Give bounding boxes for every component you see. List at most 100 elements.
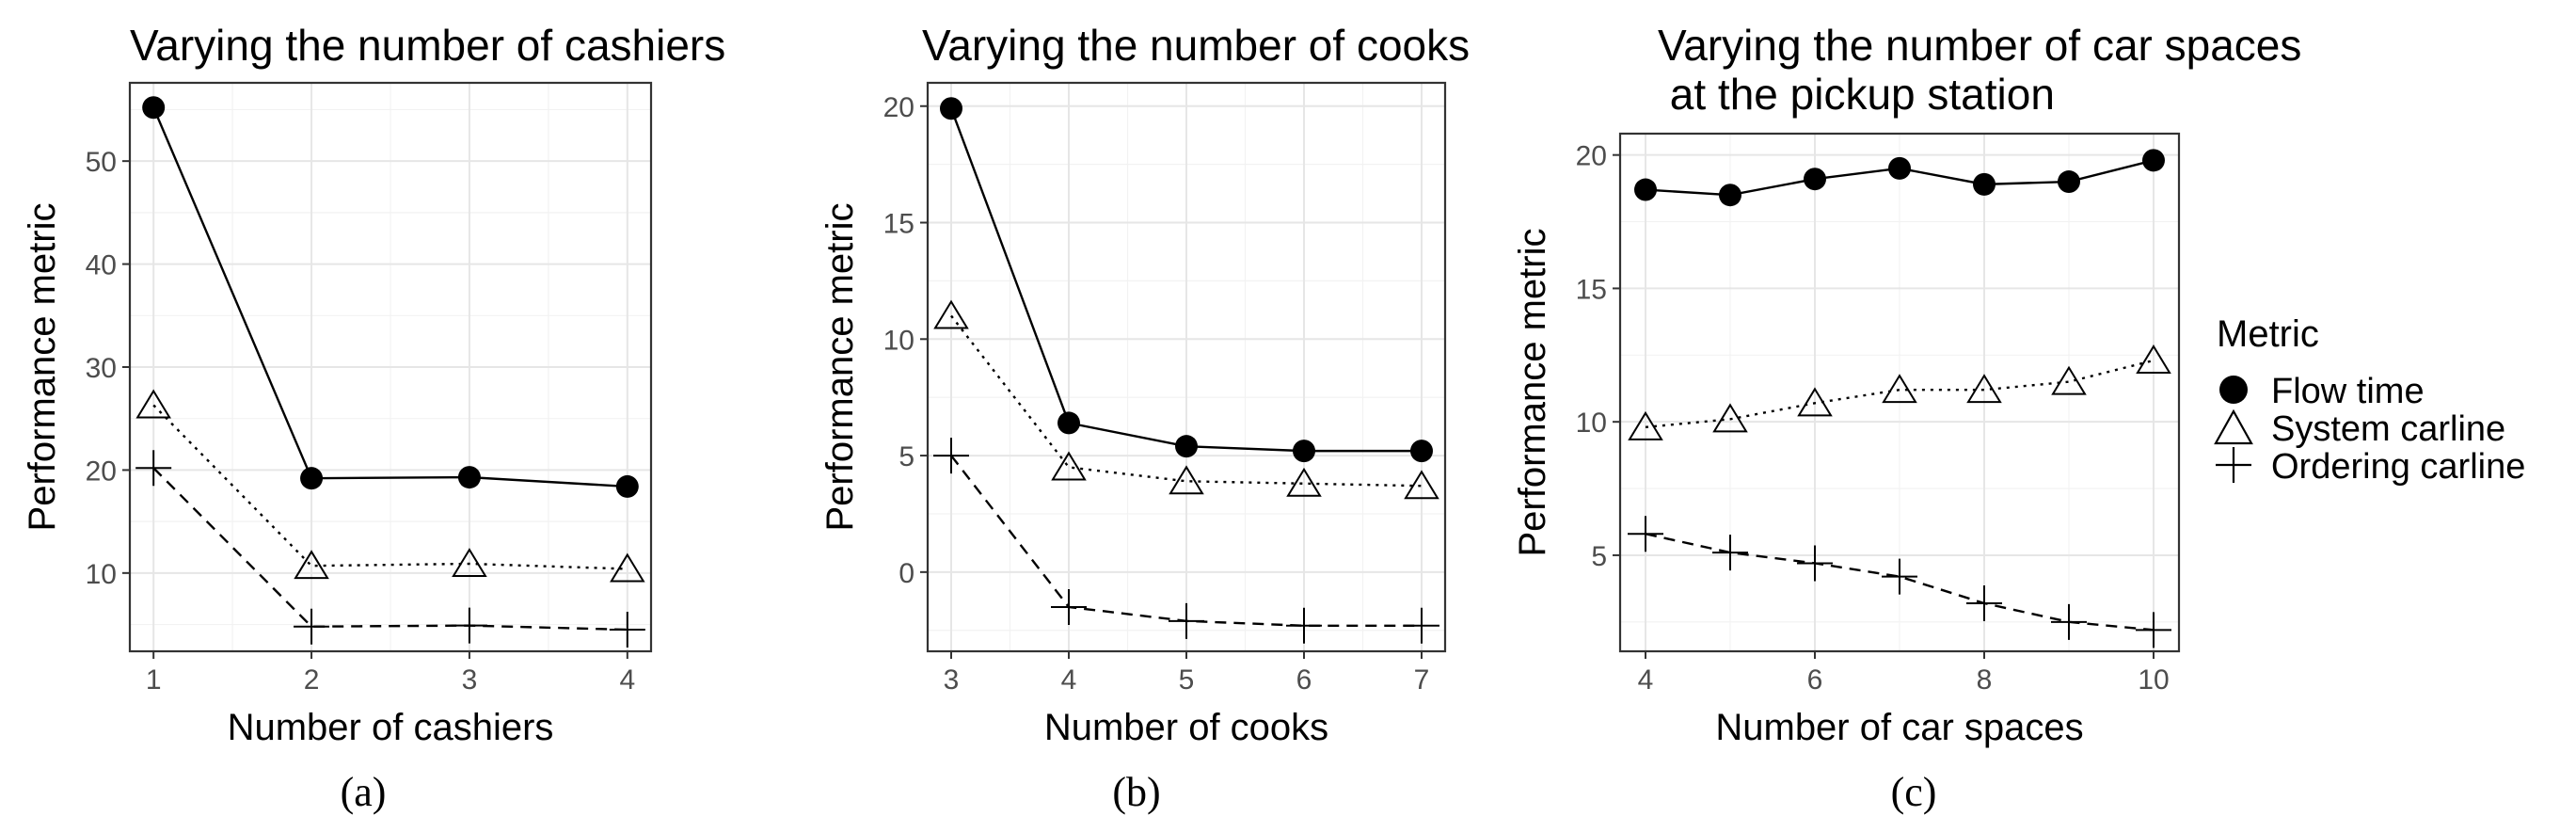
data-point — [1882, 374, 1917, 404]
y-tick-label: 5 — [1591, 541, 1607, 572]
panel-caption: (b) — [1112, 769, 1160, 815]
data-point — [1797, 545, 1833, 582]
y-axis-label: Performance metric — [22, 203, 63, 532]
data-point — [2136, 612, 2171, 648]
legend: Metric Flow time System carline Ordering… — [2214, 313, 2525, 487]
open-triangle-icon — [2214, 408, 2253, 445]
data-point — [294, 550, 329, 580]
x-tick-label: 4 — [619, 664, 635, 696]
legend-title: Metric — [2217, 313, 2319, 355]
data-point — [135, 450, 172, 487]
data-point — [609, 612, 645, 648]
data-point — [451, 607, 487, 644]
y-tick-label: 15 — [883, 209, 914, 240]
y-tick-label: 10 — [86, 559, 117, 590]
x-tick-label: 2 — [304, 664, 320, 696]
data-point — [1293, 440, 1315, 463]
chart-title: Varying the number of car spaces — [1658, 21, 2301, 70]
x-tick-label: 3 — [462, 664, 478, 696]
data-point — [1628, 516, 1663, 552]
series-line — [152, 404, 628, 570]
data-point — [2142, 149, 2165, 172]
y-axis-label: Performance metric — [1512, 229, 1553, 557]
series-line — [1645, 359, 2155, 429]
legend-label: Flow time — [2271, 372, 2425, 411]
chart-title: Varying the number of cooks — [922, 21, 1470, 70]
chart-title: at the pickup station — [1658, 70, 2055, 119]
data-point — [1719, 184, 1741, 207]
data-point — [1888, 156, 1911, 180]
x-tick-label: 6 — [1807, 664, 1823, 696]
y-tick-label: 15 — [1576, 274, 1607, 305]
y-tick-label: 50 — [86, 147, 117, 178]
data-point — [615, 474, 639, 498]
data-point — [1286, 467, 1322, 497]
data-point — [2058, 170, 2080, 194]
plus-icon — [2216, 447, 2251, 483]
data-point — [1973, 172, 1996, 196]
data-point — [1404, 470, 1439, 500]
series-line — [152, 106, 628, 488]
data-point — [1410, 440, 1433, 463]
data-point — [457, 466, 481, 489]
data-point — [1966, 374, 2002, 404]
x-tick-label: 4 — [1638, 664, 1654, 696]
data-point — [1712, 403, 1748, 433]
data-point — [940, 97, 962, 120]
data-point — [300, 467, 324, 490]
series-line — [950, 314, 1423, 488]
data-point — [1712, 535, 1748, 571]
data-point — [1882, 558, 1917, 595]
legend-item-flow-time: Flow time — [2219, 372, 2425, 411]
data-point — [2051, 365, 2087, 395]
y-tick-label: 10 — [1576, 408, 1607, 439]
chart-panel-c: 5 10 15 20 4 6 8 10 Number of car spaces Performa… — [1512, 21, 2301, 815]
data-point — [610, 552, 645, 583]
chart-panel-a: 10 20 30 40 50 1 2 3 4 Number of cashiers Performa… — [22, 21, 725, 815]
y-tick-label: 5 — [898, 441, 914, 472]
x-axis-label: Number of cooks — [1044, 707, 1328, 748]
x-tick-label: 1 — [146, 664, 162, 696]
data-point — [1404, 607, 1439, 644]
y-tick-label: 20 — [1576, 141, 1607, 172]
panels: 10 20 30 40 50 1 2 3 4 Number of cashiers Performa… — [22, 21, 2301, 815]
data-point — [2051, 603, 2087, 640]
x-tick-label: 3 — [944, 664, 960, 696]
chart-title: Varying the number of cashiers — [130, 21, 725, 70]
data-point — [2136, 344, 2171, 374]
data-point — [142, 96, 166, 120]
data-point — [1628, 410, 1663, 440]
data-point — [1804, 168, 1826, 191]
data-point — [1051, 588, 1087, 625]
x-axis-label: Number of car spaces — [1715, 707, 2083, 748]
chart-panel-b: 0 5 10 15 20 3 4 5 6 7 Number of cooks Performance … — [819, 21, 1470, 815]
legend-label: Ordering carline — [2271, 447, 2525, 487]
series-line — [152, 467, 628, 632]
y-axis-label: Performance metric — [819, 203, 861, 532]
y-tick-label: 30 — [86, 353, 117, 384]
data-point — [1051, 451, 1087, 481]
data-point — [1175, 435, 1198, 458]
x-tick-label: 5 — [1179, 664, 1195, 696]
filled-circle-icon — [2219, 376, 2248, 404]
panel-caption: (a) — [341, 769, 387, 815]
x-tick-label: 4 — [1061, 664, 1077, 696]
data-point — [933, 438, 969, 474]
x-tick-label: 7 — [1414, 664, 1430, 696]
data-point — [135, 389, 171, 419]
data-point — [452, 548, 487, 577]
y-tick-label: 40 — [86, 250, 117, 281]
x-axis-label: Number of cashiers — [228, 707, 554, 748]
data-point — [1634, 178, 1657, 201]
data-point — [1966, 584, 2002, 621]
y-tick-label: 20 — [883, 92, 914, 123]
data-point — [294, 608, 330, 645]
x-tick-label: 6 — [1296, 664, 1312, 696]
x-tick-label: 10 — [2138, 664, 2169, 696]
data-point — [1797, 387, 1833, 417]
data-point — [1169, 602, 1204, 639]
panel-caption: (c) — [1891, 769, 1937, 815]
data-point — [933, 299, 969, 329]
y-tick-label: 20 — [86, 456, 117, 487]
